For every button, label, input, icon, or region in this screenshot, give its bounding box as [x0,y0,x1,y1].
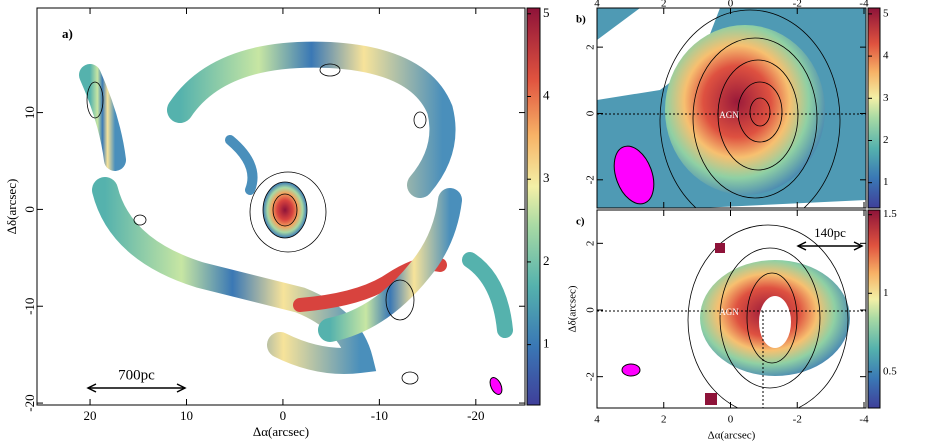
panel-label: c) [576,216,585,228]
colorbar-tick-label: 1 [883,176,889,188]
colorbar-tick-label: 3 [883,92,889,104]
y-tick-label: 0 [585,110,597,116]
y-tick-label: -20 [22,394,37,411]
x-axis-label: Δα(arcsec) [253,424,309,439]
x-tick-label: -4 [859,0,869,10]
colorbar-tick-label: 2 [543,253,550,268]
plot-frame [596,7,867,209]
y-tick-label: -10 [22,298,37,315]
colorbar-tick-label: 5 [543,5,550,20]
map-image [597,224,866,408]
x-tick-label: 2 [661,414,667,426]
colorbar-tick-label: 1.5 [883,208,897,220]
annotation: AGN [719,307,739,317]
colorbar-tick-label: 4 [543,87,550,102]
colorbar [867,7,881,209]
y-tick-label: 0 [585,307,597,313]
colorbar-tick-label: 0.5 [883,365,897,377]
y-tick-label: 2 [585,241,597,247]
x-tick-label: 10 [180,408,193,423]
x-tick-label: 2 [661,0,667,10]
x-axis-label: Δα(arcsec) [708,430,756,442]
x-tick-label: 0 [728,414,734,426]
map-image [79,41,513,395]
colorbar-tick-label: 3 [543,170,550,185]
x-tick-label: -20 [467,408,484,423]
plot-frame [596,209,867,409]
colorbar-tick-label: 5 [883,7,889,19]
x-tick-label: 4 [594,0,600,10]
colorbar-tick-label: 1 [883,287,889,299]
x-tick-label: -2 [793,414,802,426]
colorbar [526,7,541,406]
y-tick-label: 0 [22,206,37,213]
y-tick-label: 10 [22,106,37,119]
scale-bar-label: 700pc [118,367,155,383]
annotation: AGN [719,110,739,120]
scale-bar-label: 140pc [814,225,846,240]
x-tick-label: -2 [793,0,802,10]
x-tick-label: -4 [859,414,869,426]
y-axis-label: Δδ(arcsec) [567,285,579,332]
colorbar-tick-label: 1 [543,336,550,351]
x-tick-label: 0 [280,408,287,423]
colorbar-tick-label: 2 [883,134,889,146]
x-tick-label: 4 [594,414,600,426]
y-tick-label: -2 [585,372,597,381]
x-tick-label: -10 [371,408,388,423]
colorbar-tick-label: 4 [883,50,889,62]
scale-bar-arrow [796,241,864,251]
plot-frame [36,7,526,406]
colorbar [867,209,881,409]
x-tick-label: 0 [728,0,734,10]
y-tick-label: -2 [585,175,597,184]
panel-label: a) [62,26,73,41]
y-tick-label: 2 [585,44,597,50]
map-image [597,8,866,208]
x-tick-label: 20 [84,408,97,423]
scale-bar-arrow [86,383,187,393]
panel-label: b) [576,14,586,26]
y-axis-label: Δδ(arcsec) [4,179,19,235]
